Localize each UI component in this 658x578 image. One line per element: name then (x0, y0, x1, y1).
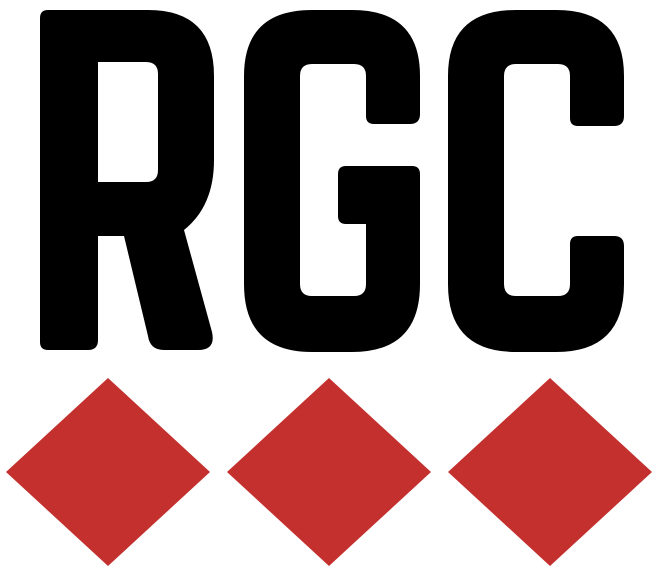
letter-g (244, 10, 420, 352)
letter-r (40, 10, 214, 350)
diamond-2 (227, 378, 431, 566)
diamond-3 (448, 378, 652, 566)
letter-g-shape (244, 10, 420, 352)
letter-r-shape (40, 10, 214, 350)
diamond-1 (6, 378, 210, 566)
letter-c-shape (448, 10, 624, 352)
letter-c (448, 10, 624, 352)
diamond-row (6, 378, 652, 566)
